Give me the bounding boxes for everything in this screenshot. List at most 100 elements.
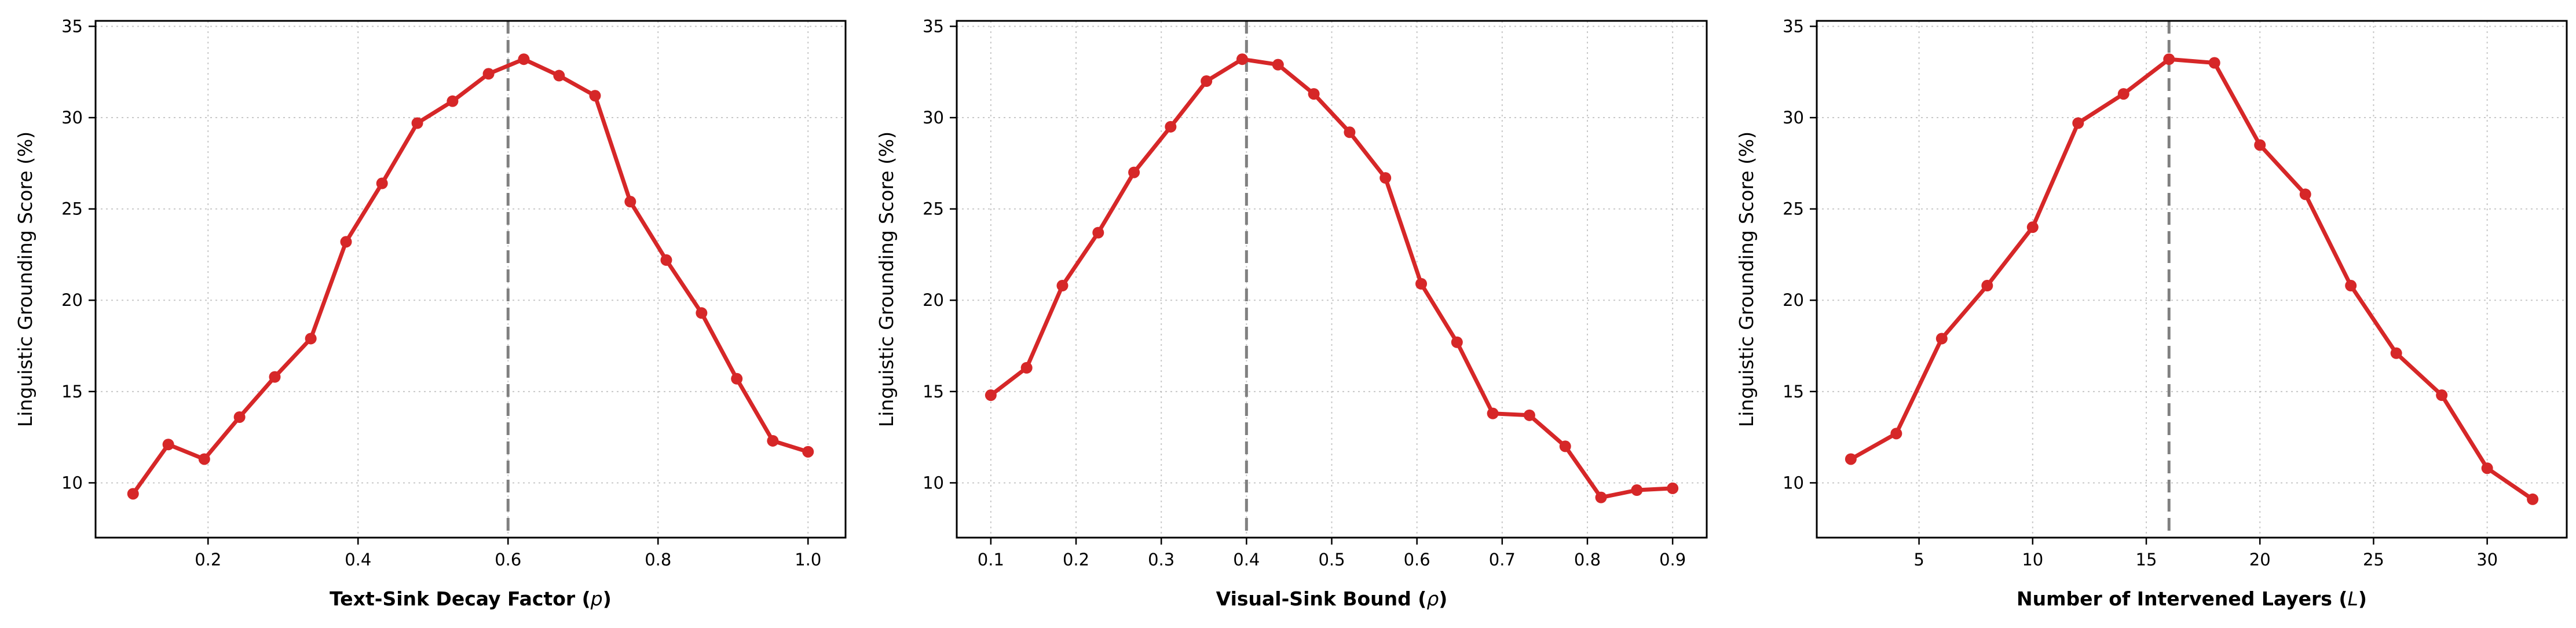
data-point (1236, 53, 1248, 65)
data-point (767, 435, 779, 447)
x-tick-label: 0.4 (1233, 550, 1260, 569)
chart-panel-3: 5 10 15 20 25 30 10 15 20 25 30 35 Number of Interve… (1735, 16, 2568, 610)
chart-panel-2: 0.1 0.2 0.3 0.4 0.5 0.6 0.7 0.8 0.9 10 15 20 25 30 35 V… (875, 16, 1708, 610)
y-tick-label: 25 (61, 199, 83, 219)
axes-frame (1816, 20, 2568, 539)
data-point (1523, 409, 1535, 421)
x-tick-label: 0.2 (195, 550, 221, 569)
data-point (2026, 221, 2039, 233)
data-point (731, 373, 743, 385)
data-point (340, 236, 352, 248)
y-axis-title: Linguistic Grounding Score (%) (14, 132, 36, 427)
y-tick-label: 25 (923, 199, 944, 219)
data-point (2072, 117, 2084, 129)
x-tick-label: 0.6 (495, 550, 521, 569)
chart-panel-1: 0.2 0.4 0.6 0.8 1.0 10 15 20 25 30 35 Text-Sink Dec… (14, 16, 847, 610)
y-tick-label: 35 (923, 16, 944, 36)
data-point (376, 177, 388, 189)
data-point (1595, 491, 1607, 503)
data-point (624, 196, 636, 208)
x-axis-title-symbol: p (590, 587, 603, 610)
data-point (1128, 166, 1140, 178)
y-axis-title: Linguistic Grounding Score (%) (1735, 132, 1758, 427)
data-point (1056, 280, 1069, 292)
x-tick-label: 0.4 (345, 550, 371, 569)
data-point (1935, 333, 1948, 345)
x-tick-label: 15 (2136, 550, 2157, 569)
data-point (2117, 88, 2129, 100)
y-tick-label: 10 (1783, 473, 1804, 492)
data-point (2436, 389, 2448, 401)
data-point (1415, 278, 1428, 290)
data-point (518, 53, 530, 65)
x-axis-title-text: Visual-Sink Bound ( (1216, 587, 1427, 610)
x-tick-label: 0.7 (1489, 550, 1516, 569)
data-point (1845, 453, 1857, 465)
x-tick-label: 5 (1913, 550, 1924, 569)
y-tick-label: 15 (923, 382, 944, 401)
data-point (1981, 280, 1993, 292)
y-tick-label: 20 (1783, 290, 1804, 310)
y-tick-label: 20 (61, 290, 83, 310)
x-tick-label: 30 (2476, 550, 2498, 569)
y-tick-label: 35 (61, 16, 83, 36)
data-point (1667, 482, 1679, 494)
x-axis-title-suffix: ) (1439, 587, 1447, 610)
x-axis-title: Text-Sink Decay Factor (p) (330, 587, 612, 610)
x-tick-label: 0.1 (978, 550, 1004, 569)
y-tick-label: 15 (61, 382, 83, 401)
data-point (1165, 121, 1177, 133)
data-point (1890, 428, 1902, 440)
data-point (447, 95, 459, 107)
y-tick-label: 30 (923, 108, 944, 127)
data-point (269, 371, 281, 383)
x-axis-title-symbol: ρ (1426, 587, 1439, 610)
data-point (1272, 59, 1284, 71)
data-point (2527, 493, 2539, 505)
x-tick-label: 0.5 (1318, 550, 1345, 569)
data-point (985, 389, 997, 401)
data-point (589, 90, 601, 102)
data-point (696, 307, 708, 319)
x-tick-label: 0.6 (1404, 550, 1430, 569)
data-point (2299, 188, 2311, 200)
data-point (1344, 126, 1356, 138)
x-axis-title: Visual-Sink Bound (ρ) (1216, 587, 1448, 610)
data-point (127, 488, 139, 500)
data-point (305, 333, 317, 345)
data-point (2208, 57, 2220, 69)
y-tick-label: 15 (1783, 382, 1804, 401)
data-point (411, 117, 423, 129)
y-tick-label: 10 (923, 473, 944, 492)
data-point (233, 411, 246, 423)
x-tick-label: 0.9 (1659, 550, 1686, 569)
y-tick-label: 35 (1783, 16, 1804, 36)
x-tick-label: 0.8 (1574, 550, 1601, 569)
x-axis-title-symbol: L (2348, 587, 2358, 610)
data-point (2481, 462, 2493, 474)
axes-frame (94, 20, 847, 539)
data-point (1451, 336, 1463, 348)
x-tick-label: 1.0 (795, 550, 821, 569)
series-line (131, 57, 810, 496)
x-tick-label: 20 (2249, 550, 2271, 569)
data-point (1559, 440, 1571, 452)
data-point (553, 70, 565, 82)
data-point (1092, 227, 1104, 239)
data-point (660, 254, 672, 266)
data-point (802, 446, 814, 458)
data-point (1020, 362, 1033, 374)
y-tick-label: 30 (61, 108, 83, 127)
data-point (482, 68, 495, 80)
data-point (1201, 75, 1213, 87)
y-tick-label: 25 (1783, 199, 1804, 219)
x-tick-label: 0.2 (1063, 550, 1089, 569)
y-tick-label: 20 (923, 290, 944, 310)
x-axis-title-text: Text-Sink Decay Factor ( (330, 587, 591, 610)
x-tick-label: 10 (2022, 550, 2043, 569)
data-point (2390, 347, 2402, 359)
x-axis-title: Number of Intervened Layers (L) (2017, 587, 2367, 610)
y-tick-label: 30 (1783, 108, 1804, 127)
data-point (2345, 280, 2357, 292)
